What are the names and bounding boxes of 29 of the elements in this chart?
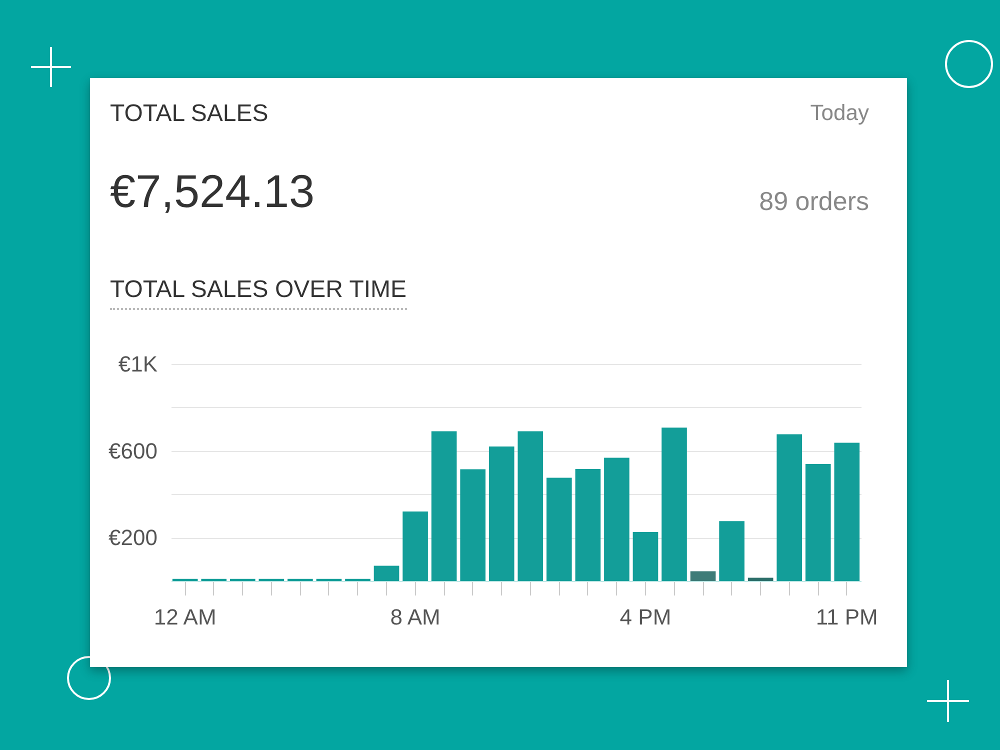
bar bbox=[460, 469, 486, 581]
x-tick-label: 8 AM bbox=[390, 604, 440, 630]
bar bbox=[834, 442, 860, 581]
x-tick-label: 11 PM bbox=[816, 604, 878, 630]
text: TOTAL SALES bbox=[110, 100, 268, 128]
bar bbox=[690, 571, 716, 581]
bar bbox=[805, 464, 831, 581]
bar bbox=[776, 434, 802, 581]
x-tick-label: 12 AM bbox=[154, 604, 216, 630]
y-tick-label: €1K bbox=[118, 352, 158, 376]
bar bbox=[662, 428, 687, 581]
bar bbox=[575, 469, 601, 581]
bar bbox=[719, 521, 744, 581]
chart-title: TOTAL SALES OVER TIME bbox=[110, 276, 407, 310]
bar bbox=[748, 578, 774, 581]
bar bbox=[402, 512, 428, 581]
bar bbox=[488, 446, 514, 581]
text: Today bbox=[810, 100, 869, 126]
text: €7,524.13 bbox=[110, 164, 315, 218]
bar bbox=[632, 532, 658, 581]
bar bbox=[431, 431, 457, 581]
bar bbox=[546, 478, 572, 581]
text: 89 orders bbox=[759, 186, 869, 217]
y-tick-label: €600 bbox=[108, 438, 158, 464]
bar bbox=[374, 566, 400, 581]
x-tick-label: 4 PM bbox=[620, 604, 672, 630]
bar bbox=[518, 431, 544, 581]
y-tick-label: €200 bbox=[108, 525, 158, 550]
bar bbox=[604, 458, 630, 581]
